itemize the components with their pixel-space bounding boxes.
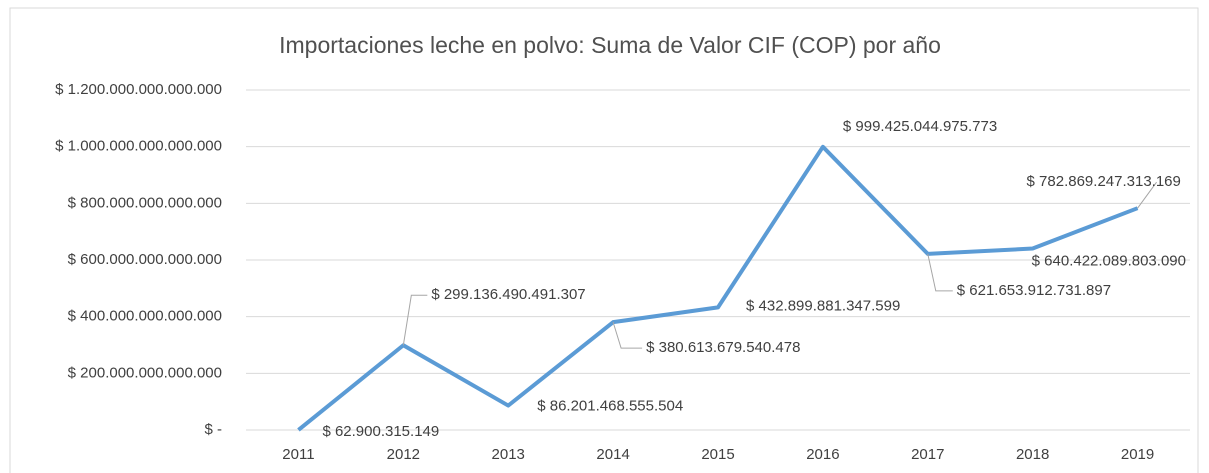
x-tick-label: 2013 xyxy=(492,446,525,463)
leader-line xyxy=(402,294,428,346)
y-tick-label: $ 200.000.000.000.000 xyxy=(68,364,222,381)
x-tick-label: 2017 xyxy=(911,446,944,463)
data-label: $ 640.422.089.803.090 xyxy=(1032,253,1186,270)
y-tick-label: $ 400.000.000.000.000 xyxy=(68,308,222,325)
x-tick-label: 2019 xyxy=(1121,446,1154,463)
x-tick-label: 2015 xyxy=(701,446,734,463)
y-tick-label: $ 1.200.000.000.000.000 xyxy=(55,81,222,98)
data-label: $ 621.653.912.731.897 xyxy=(957,282,1111,299)
line-series xyxy=(297,144,1139,432)
leader-line xyxy=(1137,181,1157,209)
chart-frame xyxy=(9,7,1199,473)
y-tick-label: $ 600.000.000.000.000 xyxy=(68,251,222,268)
leader-line xyxy=(927,253,953,292)
data-label: $ 999.425.044.975.773 xyxy=(843,118,997,135)
y-tick-label: $ 1.000.000.000.000.000 xyxy=(55,138,222,155)
data-label: $ 86.201.468.555.504 xyxy=(537,398,683,415)
data-label: $ 62.900.315.149 xyxy=(322,423,439,440)
y-tick-label: $ 800.000.000.000.000 xyxy=(68,194,222,211)
x-tick-label: 2012 xyxy=(387,446,420,463)
y-tick-label: $ - xyxy=(204,421,222,438)
leader-line xyxy=(612,322,643,349)
x-tick-label: 2011 xyxy=(282,446,314,463)
data-label: $ 782.869.247.313.169 xyxy=(1027,173,1181,190)
x-tick-label: 2018 xyxy=(1016,446,1049,463)
chart-title: Importaciones leche en polvo: Suma de Va… xyxy=(279,32,941,58)
data-label: $ 432.899.881.347.599 xyxy=(746,297,900,314)
data-label: $ 299.136.490.491.307 xyxy=(431,286,585,303)
x-tick-label: 2014 xyxy=(596,446,629,463)
data-label: $ 380.613.679.540.478 xyxy=(646,339,800,356)
x-tick-label: 2016 xyxy=(806,446,839,463)
